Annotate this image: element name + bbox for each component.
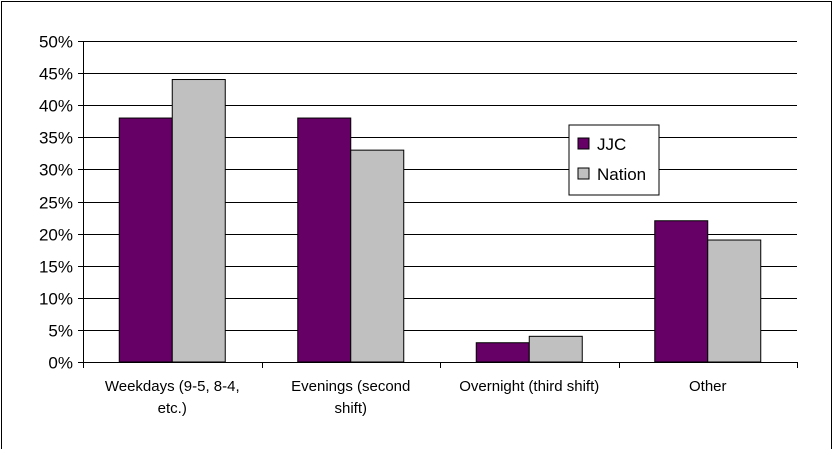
legend-swatch (577, 167, 590, 180)
x-category-label: Overnight (third shift) (459, 378, 599, 395)
bar-nation-3 (707, 239, 762, 363)
y-tick-label: 45% (39, 65, 73, 84)
y-axis-ticks: 0% 5% 10% 15% 20% 25% 30% 35% 40% 45% 50% (39, 33, 83, 373)
bars (118, 79, 762, 363)
legend: JJC Nation (568, 124, 660, 196)
bar-jjc-0 (118, 117, 173, 363)
y-tick-label: 10% (39, 290, 73, 309)
y-tick-label: 5% (48, 322, 73, 341)
x-category-label: Weekdays (9-5, 8-4, etc.) (105, 378, 240, 417)
x-category-label: Other (689, 378, 727, 395)
y-tick-label: 0% (48, 354, 73, 373)
x-axis-labels: Weekdays (9-5, 8-4, etc.) Evenings (second… (105, 378, 727, 417)
y-tick-label: 25% (39, 194, 73, 213)
bar-jjc-3 (654, 220, 709, 363)
axes (83, 41, 798, 368)
bar-jjc-1 (297, 117, 352, 363)
bar-nation-0 (171, 79, 226, 363)
legend-label: JJC (597, 135, 626, 154)
bar-nation-2 (528, 335, 583, 363)
bar-nation-1 (350, 149, 405, 363)
bar-jjc-2 (475, 342, 530, 363)
y-tick-label: 20% (39, 226, 73, 245)
legend-box (568, 124, 660, 196)
legend-swatch (577, 137, 590, 150)
y-tick-label: 35% (39, 129, 73, 148)
y-tick-label: 50% (39, 33, 73, 52)
legend-label: Nation (597, 165, 646, 184)
y-tick-label: 15% (39, 258, 73, 277)
x-category-label: Evenings (second shift) (291, 378, 410, 417)
y-tick-label: 30% (39, 161, 73, 180)
y-tick-label: 40% (39, 97, 73, 116)
